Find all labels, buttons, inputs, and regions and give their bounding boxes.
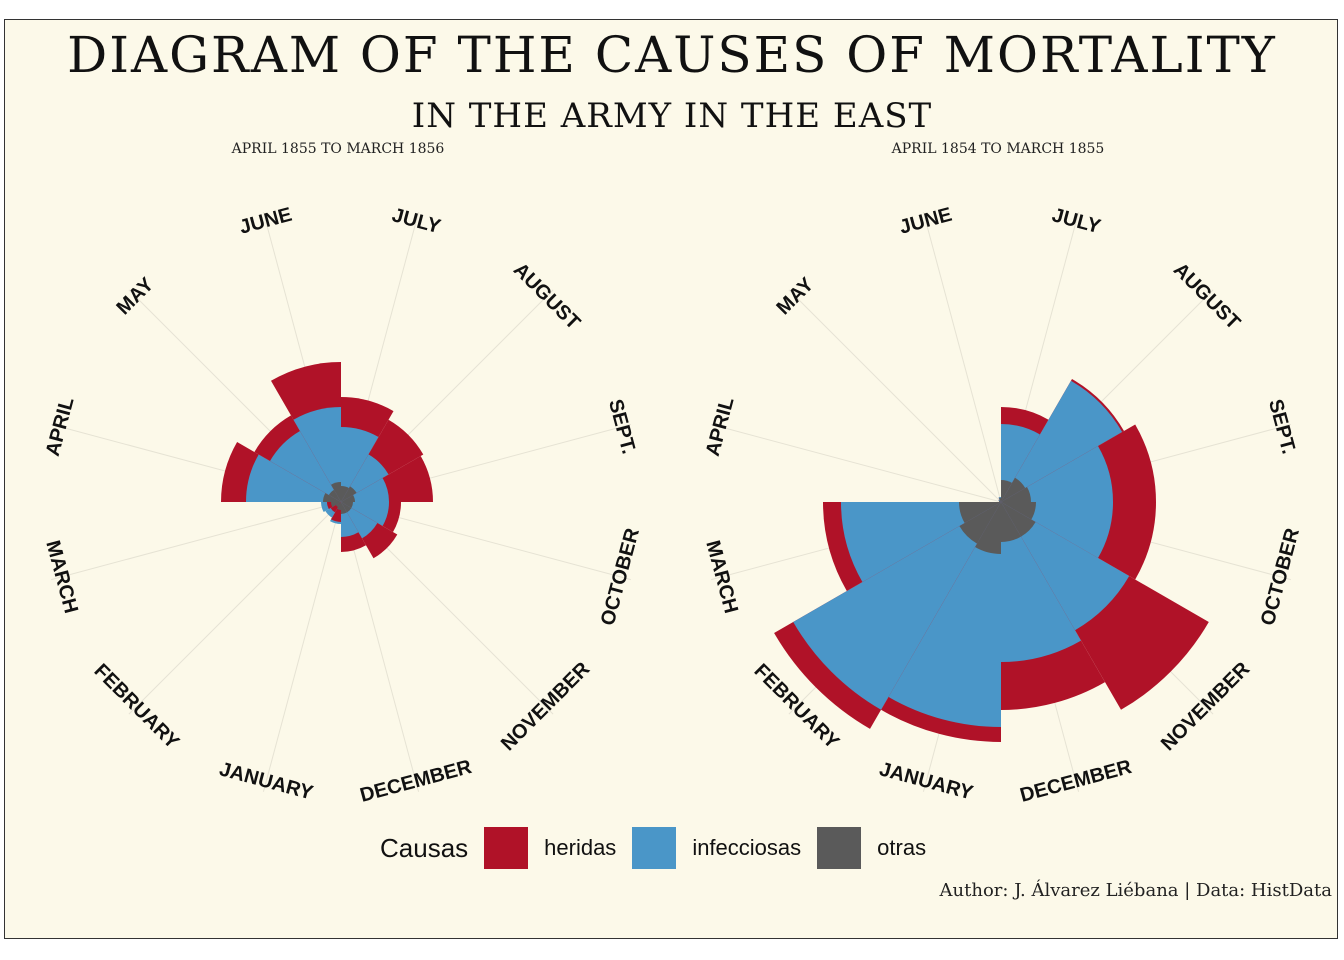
sector-otras-march [330, 502, 341, 507]
sector-otras-august [341, 486, 357, 502]
sector-otras-march [958, 502, 1001, 523]
legend-label-otras: otras [877, 835, 927, 860]
legend-label-infecciosas: infecciosas [692, 835, 802, 860]
sector-infecciosas-sept [1001, 446, 1113, 502]
sector-infecciosas-april [245, 454, 341, 502]
sector-otras-july [341, 485, 349, 502]
sector-infecciosas-october [341, 502, 390, 526]
sector-otras-december [341, 502, 347, 514]
sector-infecciosas-january [888, 502, 1001, 727]
sector-otras-november [1001, 502, 1036, 537]
legend-key-otras [817, 827, 862, 869]
month-label: JULY [1050, 204, 1104, 238]
grid-spoke [711, 423, 1002, 503]
month-label: SEPT. [604, 397, 640, 456]
grid-spoke [262, 501, 342, 792]
month-label: JULY [390, 204, 444, 238]
sector-infecciosas-june [293, 406, 341, 502]
sector-otras-august [1001, 477, 1026, 502]
chart-subtitle: IN THE ARMY IN THE EAST [411, 96, 933, 136]
month-label: DECEMBER [1018, 756, 1135, 807]
month-label: OCTOBER [1257, 525, 1304, 627]
month-label: MARCH [701, 538, 742, 616]
grid-spoke [788, 289, 1002, 503]
sector-infecciosas-july [341, 426, 379, 502]
sector-otras-october [341, 502, 353, 508]
sector-otras-november [341, 502, 352, 513]
chart-title: DIAGRAM OF THE CAUSES OF MORTALITY [67, 26, 1277, 84]
legend-label-heridas: heridas [544, 835, 617, 860]
month-label: APRIL [702, 395, 739, 459]
month-label: DECEMBER [358, 756, 475, 807]
grid-spoke [922, 212, 1002, 503]
sector-otras-july [1001, 479, 1012, 502]
legend-key-infecciosas [632, 827, 677, 869]
legend-title: Causas [380, 832, 469, 863]
sector-otras-june [999, 497, 1001, 502]
legend-key-heridas [484, 827, 529, 869]
sector-infecciosas-february [793, 502, 1001, 710]
sector-otras-may [328, 489, 341, 502]
sector-otras-sept [1001, 487, 1032, 502]
caption: Author: J. Álvarez Liébana | Data: HistD… [939, 880, 1332, 901]
grid-spoke [128, 501, 342, 715]
grid-spoke [340, 501, 420, 792]
sector-otras-april [322, 493, 341, 502]
legend-item-heridas: heridas [484, 827, 616, 869]
sector-otras-june [331, 482, 341, 502]
sector-otras-sept [341, 495, 355, 502]
month-label: OCTOBER [597, 525, 644, 627]
sector-otras-may [999, 500, 1001, 502]
sector-otras-february [335, 502, 341, 508]
legend-item-infecciosas: infecciosas [632, 827, 801, 869]
sector-infecciosas-may [270, 431, 341, 502]
sector-infecciosas-march [841, 502, 1001, 582]
sector-infecciosas-november [1001, 502, 1130, 631]
month-label: JUNE [897, 204, 954, 239]
sector-otras-october [1001, 502, 1036, 520]
grid-spoke [51, 501, 342, 581]
sector-infecciosas-november [341, 502, 378, 539]
sector-infecciosas-december [1001, 502, 1081, 663]
month-label: APRIL [42, 395, 79, 459]
sector-otras-january [337, 502, 341, 510]
legend-item-otras: otras [817, 827, 926, 869]
month-label: SEPT. [1264, 397, 1300, 456]
month-label: MARCH [41, 538, 82, 616]
panel-title-left: APRIL 1855 TO MARCH 1856 [231, 141, 445, 157]
sector-otras-april [999, 501, 1001, 502]
sector-otras-february [959, 502, 1001, 544]
panel-title-right: APRIL 1854 TO MARCH 1855 [891, 141, 1105, 157]
legend: Causas heridas infecciosas otras [380, 826, 942, 870]
sector-otras-december [1001, 502, 1021, 542]
month-label: JANUARY [217, 758, 316, 804]
month-label: JANUARY [877, 758, 976, 804]
sector-otras-january [975, 502, 1001, 554]
sector-infecciosas-august [1001, 380, 1123, 502]
month-label: JUNE [237, 204, 294, 239]
